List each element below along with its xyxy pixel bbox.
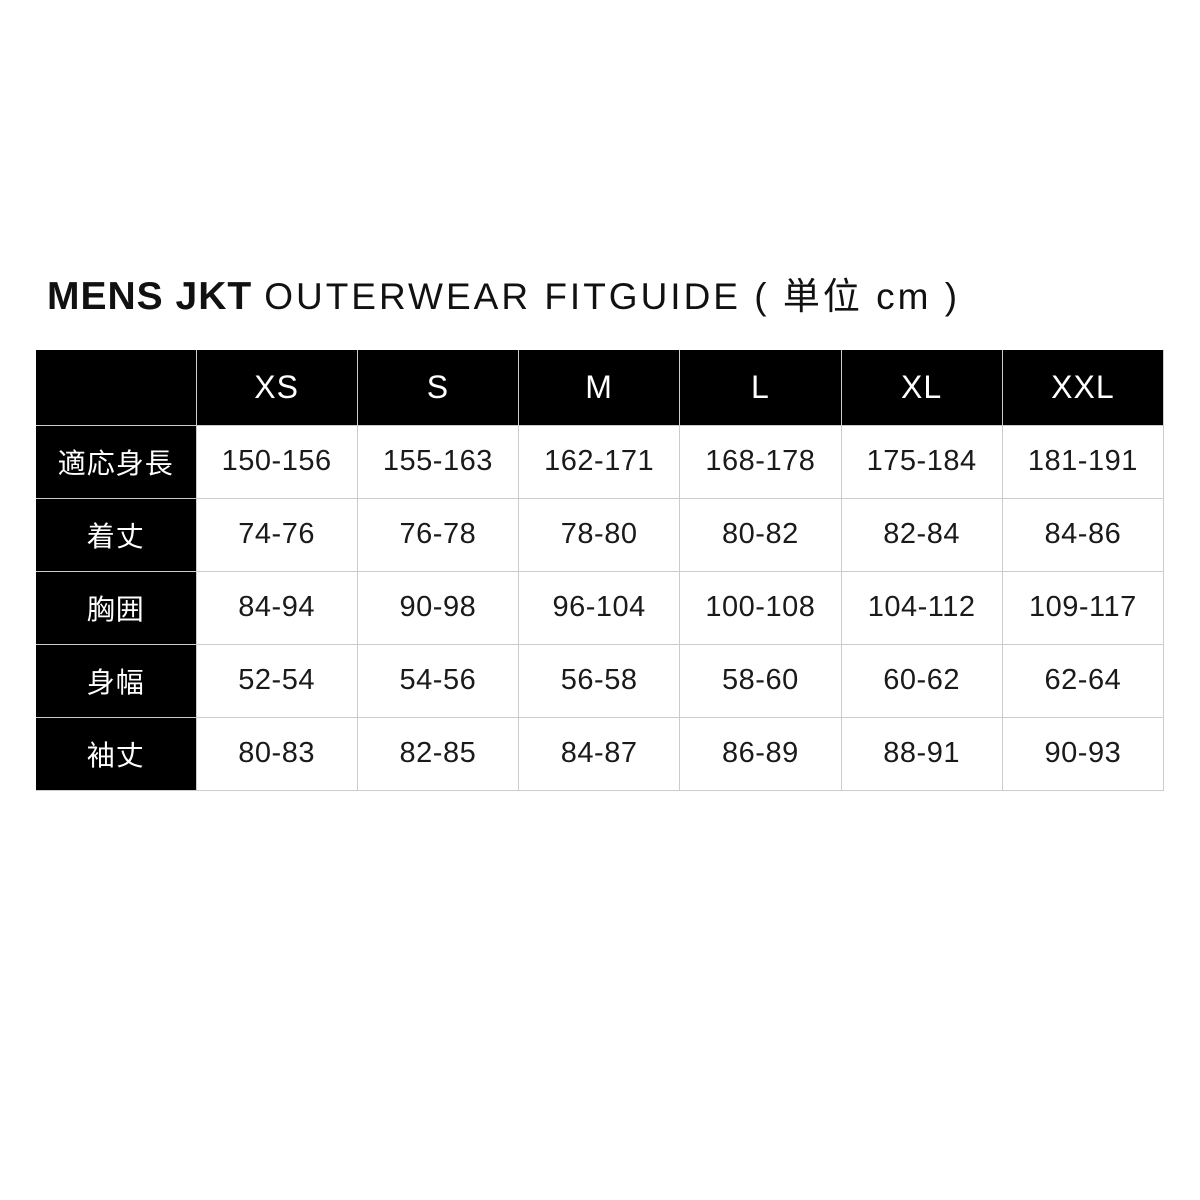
table-cell: 80-82 bbox=[679, 498, 842, 572]
col-header-s: S bbox=[357, 350, 520, 426]
table-cell: 90-98 bbox=[357, 571, 520, 645]
col-header-xxl: XXL bbox=[1002, 350, 1165, 426]
table-cell: 84-86 bbox=[1002, 498, 1165, 572]
table-cell: 76-78 bbox=[357, 498, 520, 572]
col-header-xl: XL bbox=[841, 350, 1003, 426]
table-cell: 54-56 bbox=[357, 644, 520, 718]
table-cell: 56-58 bbox=[518, 644, 681, 718]
table-cell: 150-156 bbox=[196, 425, 358, 499]
table-row-chest: 胸囲 84-94 90-98 96-104 100-108 104-112 10… bbox=[36, 571, 1165, 645]
table-cell: 80-83 bbox=[196, 717, 358, 791]
table-cell: 74-76 bbox=[196, 498, 358, 572]
col-header-m: M bbox=[518, 350, 681, 426]
row-label-chest: 胸囲 bbox=[36, 571, 197, 645]
table-cell: 86-89 bbox=[679, 717, 842, 791]
table-cell: 181-191 bbox=[1002, 425, 1165, 499]
table-cell: 90-93 bbox=[1002, 717, 1165, 791]
page-title: MENS JKT OUTERWEAR FITGUIDE ( 単位 cm ) bbox=[47, 275, 961, 319]
title-subtitle: OUTERWEAR FITGUIDE ( 単位 cm ) bbox=[264, 276, 961, 317]
table-cell: 162-171 bbox=[518, 425, 681, 499]
row-label-height: 適応身長 bbox=[36, 425, 197, 499]
table-cell: 78-80 bbox=[518, 498, 681, 572]
row-label-body-width: 身幅 bbox=[36, 644, 197, 718]
table-cell: 60-62 bbox=[841, 644, 1003, 718]
row-label-body-length: 着丈 bbox=[36, 498, 197, 572]
title-product: MENS JKT bbox=[47, 275, 253, 318]
table-row-body-length: 着丈 74-76 76-78 78-80 80-82 82-84 84-86 bbox=[36, 498, 1165, 572]
table-row-sleeve: 袖丈 80-83 82-85 84-87 86-89 88-91 90-93 bbox=[36, 717, 1165, 791]
col-header-l: L bbox=[679, 350, 842, 426]
table-row-height: 適応身長 150-156 155-163 162-171 168-178 175… bbox=[36, 425, 1165, 499]
table-cell: 88-91 bbox=[841, 717, 1003, 791]
table-cell: 104-112 bbox=[841, 571, 1003, 645]
table-cell: 82-84 bbox=[841, 498, 1003, 572]
table-cell: 84-87 bbox=[518, 717, 681, 791]
row-label-sleeve: 袖丈 bbox=[36, 717, 197, 791]
table-cell: 168-178 bbox=[679, 425, 842, 499]
table-cell: 100-108 bbox=[679, 571, 842, 645]
corner-cell bbox=[36, 350, 197, 426]
table-cell: 52-54 bbox=[196, 644, 358, 718]
table-header-row: XS S M L XL XXL bbox=[36, 350, 1165, 426]
size-chart-table: XS S M L XL XXL 適応身長 150-156 155-163 162… bbox=[36, 350, 1165, 791]
table-cell: 58-60 bbox=[679, 644, 842, 718]
table-cell: 84-94 bbox=[196, 571, 358, 645]
table-cell: 175-184 bbox=[841, 425, 1003, 499]
table-row-body-width: 身幅 52-54 54-56 56-58 58-60 60-62 62-64 bbox=[36, 644, 1165, 718]
table-cell: 96-104 bbox=[518, 571, 681, 645]
table-cell: 109-117 bbox=[1002, 571, 1165, 645]
col-header-xs: XS bbox=[196, 350, 358, 426]
table-cell: 82-85 bbox=[357, 717, 520, 791]
table-cell: 155-163 bbox=[357, 425, 520, 499]
table-cell: 62-64 bbox=[1002, 644, 1165, 718]
